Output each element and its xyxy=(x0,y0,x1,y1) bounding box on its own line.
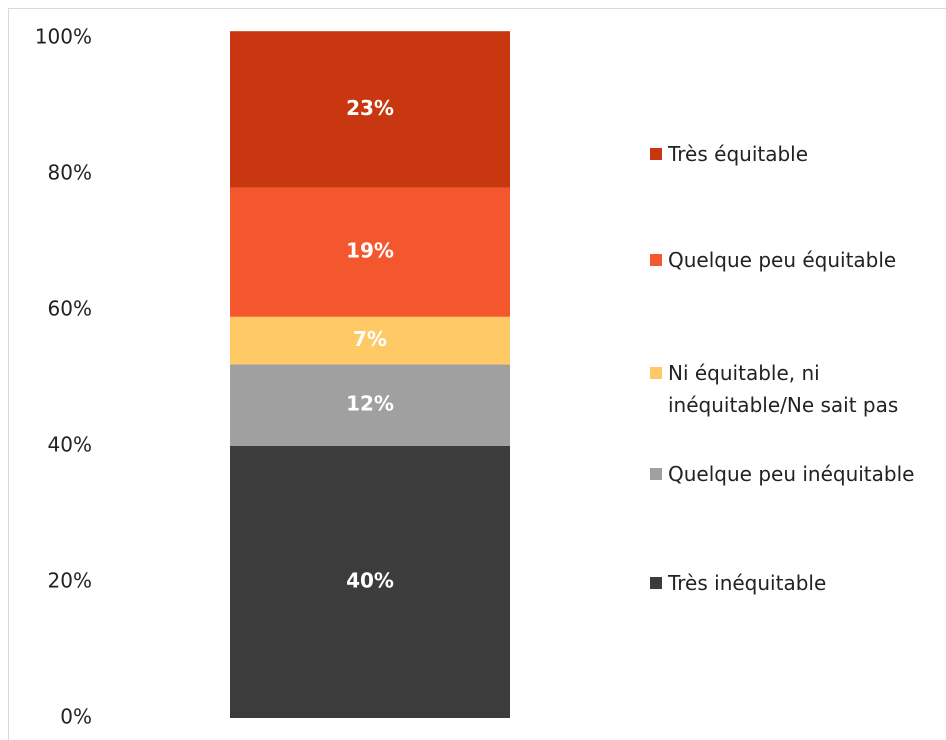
y-tick-label: 80% xyxy=(48,161,92,185)
legend-swatch xyxy=(650,367,662,379)
legend-label: Très inéquitable xyxy=(668,571,827,595)
y-tick-label: 60% xyxy=(48,297,92,321)
legend-label: Très équitable xyxy=(668,142,809,166)
data-label: 23% xyxy=(346,96,394,120)
bar-segment xyxy=(230,31,510,188)
bar-segment xyxy=(230,364,510,446)
bar-segment xyxy=(230,316,510,365)
data-label: 7% xyxy=(353,327,387,351)
legend-swatch xyxy=(650,148,662,160)
data-label: 19% xyxy=(346,239,394,263)
legend-item: Ni équitable, ni inéquitable/Ne sait pas xyxy=(650,357,920,421)
y-tick-label: 40% xyxy=(48,433,92,457)
legend-item: Très équitable xyxy=(650,138,920,170)
legend-swatch xyxy=(650,468,662,480)
data-label: 12% xyxy=(346,392,394,416)
legend-label: Quelque peu inéquitable xyxy=(668,462,915,486)
y-tick-label: 20% xyxy=(48,569,92,593)
legend-swatch xyxy=(650,254,662,266)
legend-swatch xyxy=(650,577,662,589)
y-tick-label: 100% xyxy=(35,25,92,49)
legend-label: Ni équitable, ni inéquitable/Ne sait pas xyxy=(668,361,899,417)
legend-item: Très inéquitable xyxy=(650,567,920,599)
bar-segment xyxy=(230,446,510,718)
legend-item: Quelque peu inéquitable xyxy=(650,458,920,490)
data-label: 40% xyxy=(346,569,394,593)
legend-item: Quelque peu équitable xyxy=(650,244,920,276)
chart-border xyxy=(8,8,946,740)
bar-segment xyxy=(230,187,510,317)
y-tick-label: 0% xyxy=(60,705,92,729)
legend-label: Quelque peu équitable xyxy=(668,248,897,272)
